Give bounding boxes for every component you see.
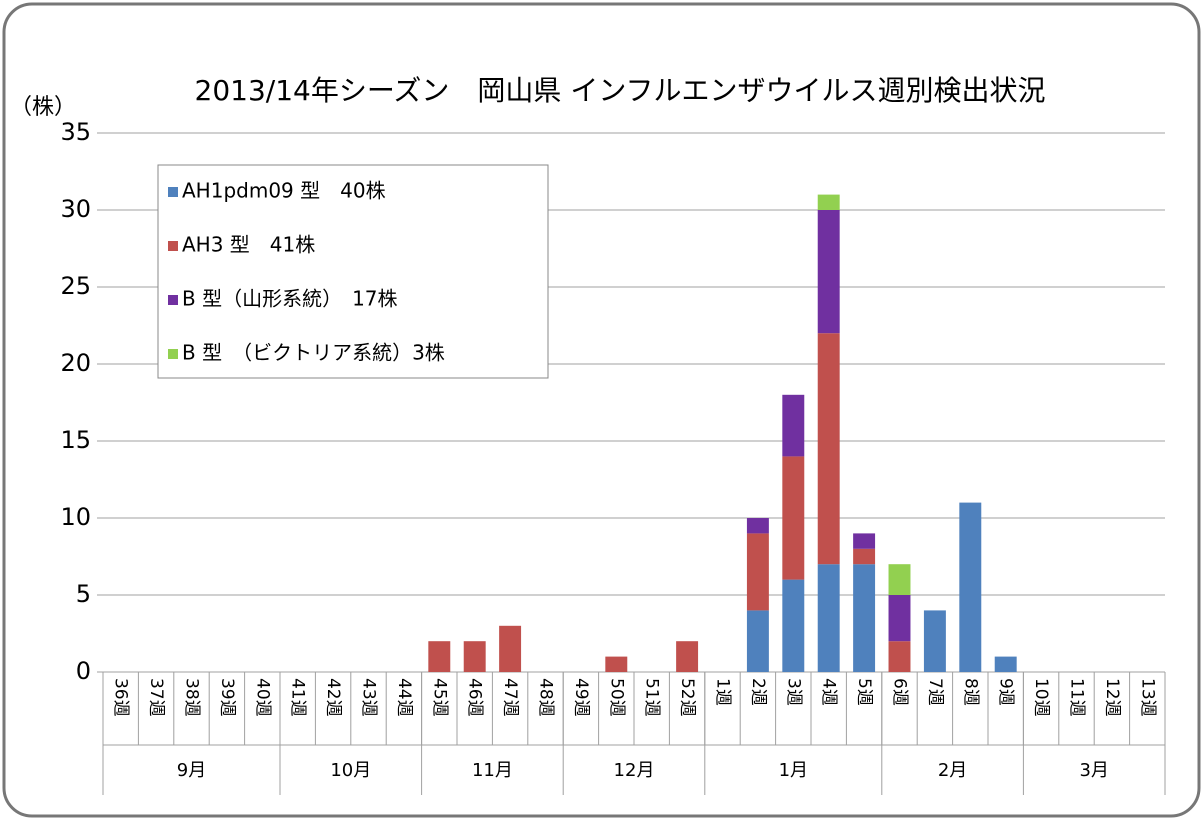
x-tick-label: 48週 bbox=[536, 678, 556, 717]
x-tick-label: 9週 bbox=[996, 678, 1016, 706]
x-tick-label: 37週 bbox=[146, 678, 166, 717]
bar-segment bbox=[676, 641, 699, 672]
x-tick-label: 10週 bbox=[1031, 678, 1051, 717]
y-tick-label: 15 bbox=[60, 426, 91, 454]
x-tick-label: 42週 bbox=[323, 678, 343, 717]
group-label: 9月 bbox=[177, 760, 206, 781]
x-tick-label: 44週 bbox=[394, 678, 414, 717]
legend-swatch bbox=[168, 349, 178, 359]
legend-label: AH1pdm09 型 40株 bbox=[182, 179, 386, 203]
x-tick-label: 12週 bbox=[1102, 678, 1122, 717]
x-tick-label: 8週 bbox=[960, 678, 980, 706]
bar-segment bbox=[853, 533, 876, 549]
legend-label: B 型 （ビクトリア系統）3株 bbox=[182, 341, 445, 365]
y-tick-label: 35 bbox=[60, 118, 91, 146]
x-tick-label: 3週 bbox=[783, 678, 803, 706]
legend-swatch bbox=[168, 241, 178, 251]
bar-segment bbox=[746, 610, 769, 672]
x-tick-label: 45週 bbox=[429, 678, 449, 717]
bar-segment bbox=[853, 564, 876, 672]
x-tick-label: 43週 bbox=[359, 678, 379, 717]
group-label: 11月 bbox=[472, 760, 513, 781]
legend-box bbox=[157, 164, 549, 379]
legend-label: AH3 型 41株 bbox=[182, 233, 315, 257]
bar-segment bbox=[817, 194, 840, 210]
x-tick-label: 6週 bbox=[890, 678, 910, 706]
legend-swatch bbox=[168, 295, 178, 305]
x-tick-label: 36週 bbox=[111, 678, 131, 717]
x-tick-label: 50週 bbox=[606, 678, 626, 717]
y-tick-label: 5 bbox=[76, 580, 91, 608]
bar-segment bbox=[817, 564, 840, 672]
bar-segment bbox=[994, 656, 1017, 672]
bar-segment bbox=[923, 610, 946, 672]
x-tick-label: 11週 bbox=[1067, 678, 1087, 717]
bar-segment bbox=[888, 595, 911, 642]
bar-segment bbox=[817, 333, 840, 565]
x-tick-label: 49週 bbox=[571, 678, 591, 717]
bar-segment bbox=[888, 564, 911, 595]
x-tick-label: 38週 bbox=[182, 678, 202, 717]
group-label: 3月 bbox=[1079, 760, 1108, 781]
group-label: 2月 bbox=[938, 760, 967, 781]
bar-segment bbox=[853, 548, 876, 565]
bar-segment bbox=[817, 210, 840, 334]
bar-segment bbox=[888, 641, 911, 672]
bar-segment bbox=[959, 502, 982, 672]
bar-segment bbox=[746, 533, 769, 611]
bar-segment bbox=[463, 641, 486, 672]
bar-segment bbox=[499, 625, 522, 672]
x-tick-label: 51週 bbox=[642, 678, 662, 717]
x-tick-label: 47週 bbox=[500, 678, 520, 717]
x-tick-label: 46週 bbox=[465, 678, 485, 717]
x-tick-label: 41週 bbox=[288, 678, 308, 717]
group-label: 1月 bbox=[779, 760, 808, 781]
x-tick-label: 4週 bbox=[819, 678, 839, 706]
y-tick-label: 0 bbox=[76, 657, 91, 685]
y-tick-label: 10 bbox=[60, 503, 91, 531]
y-tick-label: 30 bbox=[60, 195, 91, 223]
bar-segment bbox=[605, 656, 628, 672]
bar-segment bbox=[782, 394, 805, 457]
group-label: 10月 bbox=[330, 760, 371, 781]
legend-label: B 型（山形系統） 17株 bbox=[182, 287, 398, 311]
bar-segment bbox=[782, 579, 805, 672]
x-tick-label: 1週 bbox=[713, 678, 733, 706]
x-tick-label: 39週 bbox=[217, 678, 237, 717]
y-tick-label: 20 bbox=[60, 349, 91, 377]
x-tick-label: 2週 bbox=[748, 678, 768, 706]
x-tick-label: 7週 bbox=[925, 678, 945, 706]
legend-swatch bbox=[168, 187, 178, 197]
x-tick-label: 52週 bbox=[677, 678, 697, 717]
y-axis-label: （株） bbox=[10, 95, 76, 120]
x-tick-label: 13週 bbox=[1137, 678, 1157, 717]
bar-segment bbox=[746, 518, 769, 534]
chart-title: 2013/14年シーズン 岡山県 インフルエンザウイルス週別検出状況 bbox=[195, 74, 1046, 107]
bar-segment bbox=[782, 456, 805, 580]
x-tick-label: 5週 bbox=[854, 678, 874, 706]
x-tick-label: 40週 bbox=[252, 678, 272, 717]
y-tick-label: 25 bbox=[60, 272, 91, 300]
bar-segment bbox=[428, 641, 451, 672]
group-label: 12月 bbox=[614, 760, 655, 781]
